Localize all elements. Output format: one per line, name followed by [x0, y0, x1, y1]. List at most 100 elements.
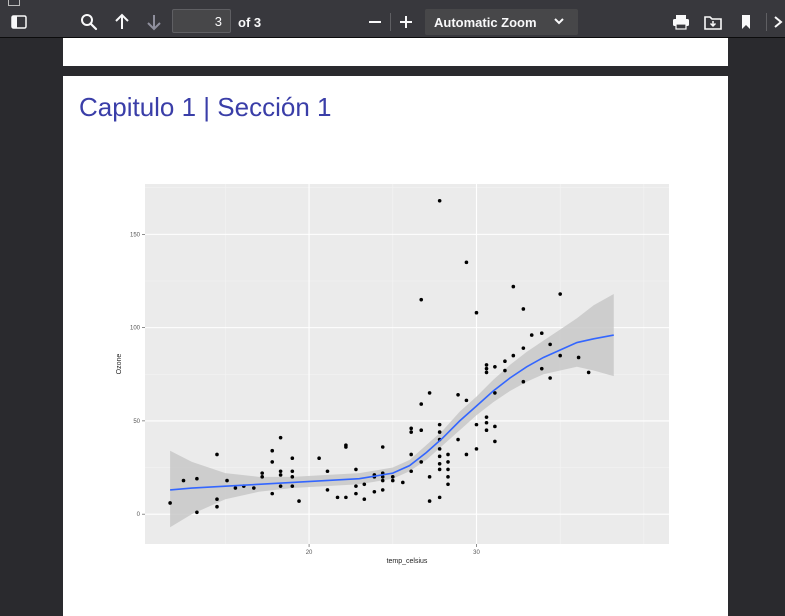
- chevron-down-icon: [553, 15, 565, 30]
- data-point: [503, 368, 507, 373]
- data-point: [409, 452, 413, 457]
- data-point: [195, 510, 199, 515]
- data-point: [446, 475, 450, 479]
- data-point: [278, 469, 283, 474]
- data-point: [446, 467, 450, 472]
- data-point: [354, 467, 358, 472]
- data-point: [278, 435, 283, 440]
- sidebar-mini-icon: [8, 0, 20, 6]
- data-point: [380, 445, 385, 449]
- data-point: [215, 452, 219, 457]
- data-point: [260, 475, 264, 479]
- data-point: [503, 359, 507, 364]
- data-point: [290, 484, 295, 488]
- data-point: [437, 467, 442, 472]
- data-point: [290, 456, 295, 460]
- search-icon[interactable]: [77, 10, 101, 34]
- tools-chevron-icon[interactable]: [770, 10, 785, 34]
- data-point: [539, 366, 544, 371]
- data-point: [278, 473, 283, 477]
- previous-page-icon[interactable]: [110, 10, 134, 34]
- data-point: [419, 297, 424, 302]
- data-point: [225, 478, 229, 483]
- pdf-page-3: Capitulo 1 | Sección 1 0 50 100 150 20 30 temp…: [63, 76, 728, 616]
- print-icon[interactable]: [670, 10, 692, 34]
- data-point: [511, 353, 516, 358]
- scatter-chart: 0 50 100 150 20 30 temp_celsius Ozone: [116, 184, 669, 565]
- data-point: [456, 392, 460, 397]
- data-point: [456, 437, 460, 442]
- data-point: [390, 475, 395, 479]
- document-viewer[interactable]: Capitulo 1 | Sección 1 0 50 100 150 20 30 temp…: [0, 38, 785, 616]
- data-point: [548, 376, 552, 380]
- next-page-icon[interactable]: [142, 10, 166, 34]
- page-count-label: of 3: [238, 15, 262, 30]
- data-point: [474, 310, 479, 315]
- data-point: [437, 454, 442, 459]
- data-point: [354, 484, 358, 488]
- zoom-out-icon[interactable]: [364, 10, 386, 34]
- data-point: [215, 504, 219, 509]
- data-point: [493, 439, 497, 444]
- data-point: [558, 353, 562, 358]
- data-point: [493, 424, 497, 429]
- data-point: [446, 452, 450, 457]
- data-point: [290, 475, 295, 479]
- data-point: [297, 499, 301, 503]
- data-point: [474, 447, 479, 451]
- data-point: [290, 469, 295, 474]
- data-point: [344, 495, 348, 500]
- data-point: [427, 391, 432, 395]
- page-title: Capitulo 1 | Sección 1: [79, 92, 332, 122]
- x-axis-label: temp_celsius: [387, 558, 428, 565]
- data-point: [401, 480, 405, 485]
- data-point: [380, 488, 385, 492]
- data-point: [464, 260, 469, 265]
- data-point: [325, 488, 330, 492]
- data-point: [270, 460, 275, 464]
- data-point: [511, 284, 516, 289]
- data-point: [380, 478, 385, 483]
- data-point: [181, 478, 186, 483]
- zoom-select[interactable]: Automatic Zoom: [425, 9, 578, 35]
- data-point: [437, 198, 442, 203]
- pdf-toolbar: of 3 Automatic Zoom: [0, 7, 785, 38]
- data-point: [437, 447, 442, 451]
- data-point: [586, 370, 591, 375]
- data-point: [335, 495, 340, 500]
- data-point: [484, 415, 489, 419]
- data-point: [419, 428, 424, 433]
- data-point: [195, 476, 199, 481]
- data-point: [354, 491, 358, 496]
- data-point: [464, 452, 469, 457]
- zoom-in-icon[interactable]: [395, 10, 417, 34]
- data-point: [548, 342, 552, 347]
- sidebar-toggle-icon[interactable]: [8, 10, 30, 34]
- data-point: [409, 430, 413, 434]
- y-tick-label: 150: [130, 232, 141, 238]
- data-point: [539, 331, 544, 336]
- data-point: [521, 307, 526, 311]
- data-point: [437, 495, 442, 500]
- toolbar-separator: [390, 13, 391, 31]
- x-tick-label: 30: [473, 550, 480, 556]
- page-number-input[interactable]: [172, 9, 231, 33]
- data-point: [529, 333, 534, 337]
- data-point: [558, 292, 562, 296]
- data-point: [493, 391, 497, 395]
- save-icon[interactable]: [702, 10, 724, 34]
- data-point: [484, 370, 489, 375]
- data-point: [168, 501, 172, 505]
- data-point: [270, 491, 275, 496]
- data-point: [252, 486, 256, 490]
- data-point: [521, 346, 526, 350]
- data-point: [484, 363, 489, 367]
- bookmark-icon[interactable]: [736, 10, 756, 34]
- data-point: [493, 364, 497, 369]
- data-point: [372, 489, 377, 494]
- window-top-strip: [0, 0, 785, 7]
- previous-page-bottom: [63, 38, 728, 66]
- data-point: [278, 484, 283, 488]
- data-point: [427, 475, 432, 479]
- data-point: [325, 469, 330, 474]
